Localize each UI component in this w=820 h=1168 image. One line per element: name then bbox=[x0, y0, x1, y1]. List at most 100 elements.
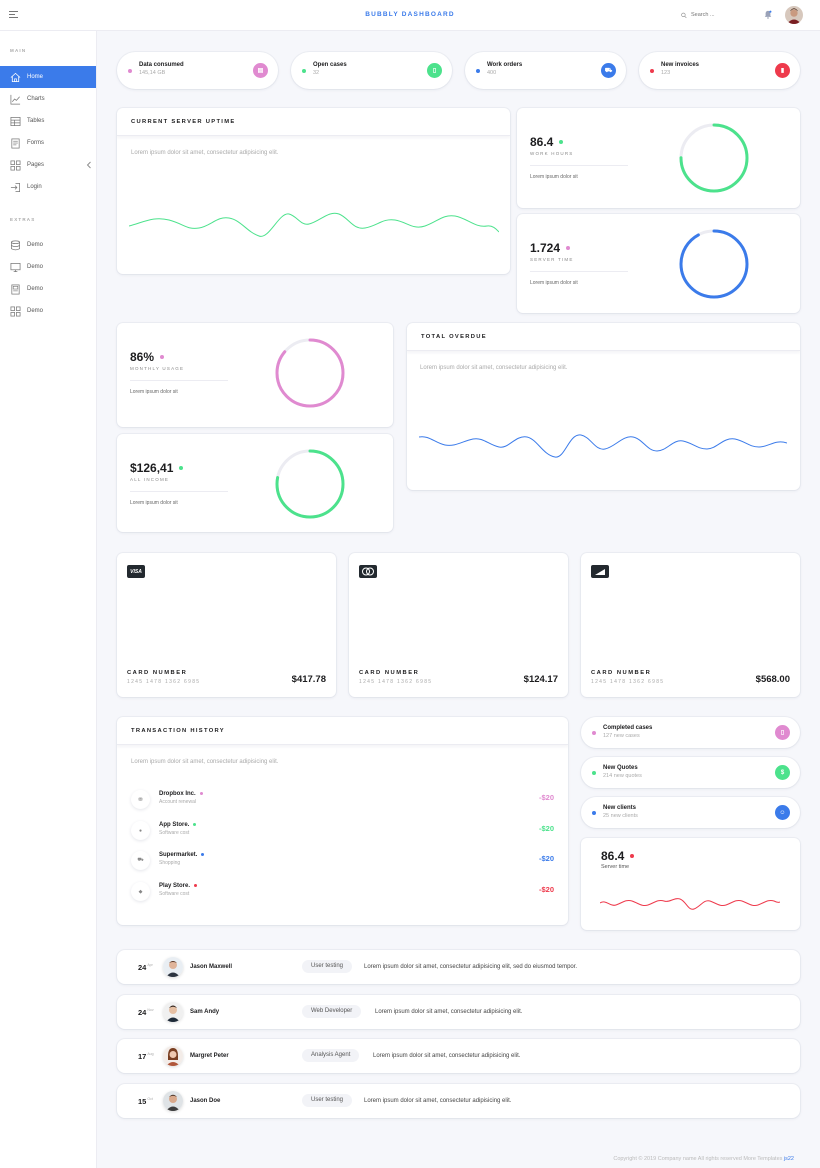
sidebar-item-label: Demo bbox=[27, 308, 44, 314]
stat-value: 123 bbox=[661, 70, 671, 76]
chevron-left-icon[interactable] bbox=[86, 161, 92, 169]
footer-link[interactable]: js22 bbox=[783, 1156, 794, 1162]
sidebar-item-charts[interactable]: Charts bbox=[0, 88, 96, 110]
card-amount: $417.78 bbox=[291, 674, 326, 685]
stat-completed-cases[interactable]: Completed cases 127 new cases ▯ bbox=[581, 717, 800, 748]
status-dot bbox=[160, 354, 165, 359]
dollar-icon: $ bbox=[775, 765, 790, 780]
brand-title[interactable]: BUBBLY DASHBOARD bbox=[365, 11, 455, 18]
transaction-history-card: TRANSACTION HISTORY Lorem ipsum dolor si… bbox=[117, 717, 568, 925]
status-dot bbox=[630, 853, 635, 858]
status-dot bbox=[566, 245, 571, 250]
activity-name: Sam Andy bbox=[190, 1009, 220, 1015]
top-bar: BUBBLY DASHBOARD bbox=[0, 0, 820, 31]
sidebar: MAIN Home Charts Tables Forms Pages Logi… bbox=[0, 31, 97, 1168]
stat-sub: 214 new quotes bbox=[603, 773, 642, 779]
metric-label: WORK HOURS bbox=[530, 151, 574, 156]
server-uptime-card: CURRENT SERVER UPTIME Lorem ipsum dolor … bbox=[117, 108, 510, 274]
metric-label: ALL INCOME bbox=[130, 477, 170, 482]
sidebar-item-login[interactable]: Login bbox=[0, 176, 96, 198]
stat-title: New clients bbox=[603, 805, 637, 811]
avatar bbox=[163, 957, 183, 977]
monthly-usage-card: 86% MONTHLY USAGE Lorem ipsum dolor sit bbox=[117, 323, 393, 427]
metric-value: $126,41 bbox=[130, 461, 184, 475]
table-icon bbox=[10, 116, 21, 126]
sidebar-item-label: Demo bbox=[27, 286, 44, 292]
activity-row[interactable]: 24Apr Jason Maxwell User testing Lorem i… bbox=[117, 950, 800, 984]
sidebar-item-demo-3[interactable]: Demo bbox=[0, 278, 96, 300]
sidebar-item-label: Home bbox=[27, 74, 44, 80]
activity-date: 24Nov bbox=[138, 1008, 154, 1017]
sidebar-item-pages[interactable]: Pages bbox=[0, 154, 96, 176]
activity-row[interactable]: 15Oct Jason Doe User testing Lorem ipsum… bbox=[117, 1084, 800, 1118]
divider bbox=[130, 380, 228, 381]
home-icon bbox=[10, 72, 21, 82]
overdue-wave-chart bbox=[419, 434, 787, 458]
play-store-icon: ◆ bbox=[131, 882, 150, 901]
visa-icon: VISA bbox=[127, 565, 145, 578]
card-title: CURRENT SERVER UPTIME bbox=[131, 119, 236, 125]
activity-name: Margret Peter bbox=[190, 1053, 229, 1059]
sidebar-item-label: Login bbox=[27, 184, 42, 190]
income-ring bbox=[275, 449, 345, 519]
sidebar-item-demo-1[interactable]: Demo bbox=[0, 234, 96, 256]
server-time-card: 1.724 SERVER TIME Lorem ipsum dolor sit bbox=[517, 214, 800, 313]
sidebar-item-tables[interactable]: Tables bbox=[0, 110, 96, 132]
sidebar-item-home[interactable]: Home bbox=[0, 66, 96, 88]
activity-tag: Analysis Agent bbox=[302, 1049, 360, 1062]
database-icon: ▤ bbox=[253, 63, 268, 78]
status-dot bbox=[476, 69, 480, 73]
activity-tag: User testing bbox=[302, 960, 353, 973]
stat-data-consumed[interactable]: Data consumed 145,14 GB ▤ bbox=[117, 52, 278, 89]
metric-label: SERVER TIME bbox=[530, 257, 574, 262]
sidebar-item-demo-2[interactable]: Demo bbox=[0, 256, 96, 278]
monitor-icon bbox=[10, 262, 21, 272]
card-icon bbox=[591, 565, 609, 578]
activity-text: Lorem ipsum dolor sit amet, consectetur … bbox=[364, 963, 578, 970]
stat-new-invoices[interactable]: New invoices 123 ▮ bbox=[639, 52, 800, 89]
search-input[interactable] bbox=[691, 12, 751, 18]
transaction-sub: Shopping bbox=[159, 860, 181, 866]
transaction-amount: -$20 bbox=[538, 793, 554, 802]
transaction-amount: -$20 bbox=[538, 824, 554, 833]
metric-value: 86% bbox=[130, 350, 165, 364]
metric-label: MONTHLY USAGE bbox=[130, 366, 185, 371]
activity-date: 17Aug bbox=[138, 1052, 154, 1061]
transaction-sub: Software cost bbox=[159, 830, 190, 836]
server-time-sparkline bbox=[600, 898, 780, 910]
card-header: CURRENT SERVER UPTIME bbox=[117, 108, 510, 136]
activity-name: Jason Maxwell bbox=[190, 964, 233, 970]
stat-open-cases[interactable]: Open cases 32 ▯ bbox=[291, 52, 452, 89]
credit-card-generic[interactable]: CARD NUMBER 1245 1478 1362 6985 $568.00 bbox=[581, 553, 800, 697]
stat-sub: 127 new cases bbox=[603, 733, 640, 739]
stat-title: Work orders bbox=[487, 62, 523, 68]
stat-value: 32 bbox=[313, 70, 320, 76]
status-dot bbox=[302, 69, 306, 73]
stat-sub: 25 new clients bbox=[603, 813, 638, 819]
footer: Copyright © 2019 Company name All rights… bbox=[613, 1156, 794, 1162]
activity-row[interactable]: 17Aug Margret Peter Analysis Agent Lorem… bbox=[117, 1039, 800, 1073]
credit-card-visa[interactable]: VISA CARD NUMBER 1245 1478 1362 6985 $41… bbox=[117, 553, 336, 697]
metric-value: 86.4 bbox=[601, 849, 635, 863]
bell-icon[interactable] bbox=[764, 10, 772, 19]
stat-new-quotes[interactable]: New Quotes 214 new quotes $ bbox=[581, 757, 800, 788]
user-avatar[interactable] bbox=[785, 6, 803, 24]
grid-icon bbox=[10, 160, 21, 170]
stat-work-orders[interactable]: Work orders 400 ⛟ bbox=[465, 52, 626, 89]
work-hours-ring bbox=[679, 123, 749, 193]
work-hours-card: 86.4 WORK HOURS Lorem ipsum dolor sit bbox=[517, 108, 800, 208]
hamburger-menu-icon[interactable] bbox=[9, 11, 18, 19]
sidebar-heading-main: MAIN bbox=[10, 48, 27, 53]
activity-row[interactable]: 24Nov Sam Andy Web Developer Lorem ipsum… bbox=[117, 995, 800, 1029]
sidebar-item-demo-4[interactable]: Demo bbox=[0, 300, 96, 322]
card-amount: $568.00 bbox=[755, 674, 790, 685]
avatar bbox=[163, 1091, 183, 1111]
credit-card-mastercard[interactable]: CARD NUMBER 1245 1478 1362 6985 $124.17 bbox=[349, 553, 568, 697]
document-icon bbox=[11, 284, 20, 294]
stat-value: 145,14 GB bbox=[139, 70, 166, 76]
dropbox-icon: ⛃ bbox=[131, 790, 150, 809]
sidebar-item-forms[interactable]: Forms bbox=[0, 132, 96, 154]
search-box[interactable] bbox=[681, 10, 751, 20]
card-number: 1245 1478 1362 6985 bbox=[127, 679, 201, 685]
stat-new-clients[interactable]: New clients 25 new clients ☺ bbox=[581, 797, 800, 828]
